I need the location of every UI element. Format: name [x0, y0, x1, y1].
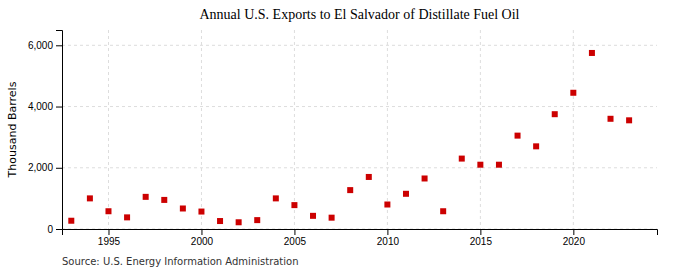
y-tick-label: 0 [47, 224, 53, 235]
y-axis: 0 2,000 4,000 6,000 [28, 31, 63, 235]
x-tick-label: 1995 [98, 236, 121, 247]
grid-line [480, 30, 481, 229]
y-tick: 0 [47, 224, 62, 235]
y-tick-mark [56, 45, 62, 46]
point [198, 209, 204, 215]
x-tick-mark [108, 229, 109, 235]
y-tick-mark [56, 229, 62, 230]
point [291, 202, 297, 208]
grid [62, 30, 657, 229]
point [440, 208, 446, 214]
grid-line [108, 30, 109, 229]
point [366, 174, 372, 180]
y-axis-title: Thousand Barrels [6, 81, 19, 178]
grid-line [62, 106, 657, 107]
x-tick-label: 2005 [284, 236, 307, 247]
point [608, 116, 614, 122]
point [403, 191, 409, 197]
grid-line [294, 30, 295, 229]
grid-line [62, 167, 657, 168]
y-tick: 2,000 [28, 162, 62, 173]
x-axis-line [63, 230, 658, 236]
point [384, 202, 390, 208]
point [87, 195, 93, 201]
point [180, 205, 186, 211]
point [217, 218, 223, 224]
y-tick-label: 6,000 [28, 40, 53, 51]
x-tick: 2020 [563, 229, 586, 247]
point [143, 194, 149, 200]
x-tick-mark [573, 229, 574, 235]
x-tick-label: 2020 [563, 236, 586, 247]
point [570, 90, 576, 96]
point [68, 218, 74, 224]
x-tick: 2005 [284, 229, 307, 247]
grid-line [62, 45, 657, 46]
source: Source: U.S. Energy Information Administ… [62, 256, 299, 267]
x-tick: 2010 [377, 229, 400, 247]
x-tick-mark [294, 229, 295, 235]
point [105, 208, 111, 214]
x-tick-mark [201, 229, 202, 235]
point [422, 175, 428, 181]
points [68, 50, 632, 225]
point [533, 143, 539, 149]
point [236, 219, 242, 225]
y-tick: 4,000 [28, 101, 62, 112]
y-tick-label: 2,000 [28, 162, 53, 173]
x-tick: 1995 [98, 229, 121, 247]
grid-line [573, 30, 574, 229]
point [477, 162, 483, 168]
x-tick-label: 2015 [470, 236, 493, 247]
x-tick-mark [387, 229, 388, 235]
x-tick-mark [480, 229, 481, 235]
grid-line [201, 30, 202, 229]
point [161, 197, 167, 203]
y-tick-mark [56, 168, 62, 169]
point [347, 187, 353, 193]
point [589, 50, 595, 56]
x-tick-label: 2000 [191, 236, 214, 247]
point [459, 156, 465, 162]
title: Annual U.S. Exports to El Salvador of Di… [199, 7, 519, 22]
point [310, 213, 316, 219]
x-tick: 2000 [191, 229, 214, 247]
point [515, 133, 521, 139]
point [329, 215, 335, 221]
y-tick: 6,000 [28, 40, 62, 51]
point [273, 195, 279, 201]
point [496, 162, 502, 168]
point [254, 217, 260, 223]
y-tick-label: 4,000 [28, 101, 53, 112]
x-axis: 1995 2000 2005 2010 2015 2020 [63, 229, 658, 247]
y-tick-mark [56, 107, 62, 108]
plot: 1995 2000 2005 2010 2015 2020 0 2,000 4,000 6,000 [28, 30, 658, 247]
point [552, 111, 558, 117]
point [626, 117, 632, 123]
x-tick: 2015 [470, 229, 493, 247]
chart: 1995 2000 2005 2010 2015 2020 0 2,000 4,000 6,000… [0, 0, 675, 275]
x-tick-label: 2010 [377, 236, 400, 247]
point [124, 214, 130, 220]
y-axis-line [56, 31, 63, 230]
grid-line [387, 30, 388, 229]
